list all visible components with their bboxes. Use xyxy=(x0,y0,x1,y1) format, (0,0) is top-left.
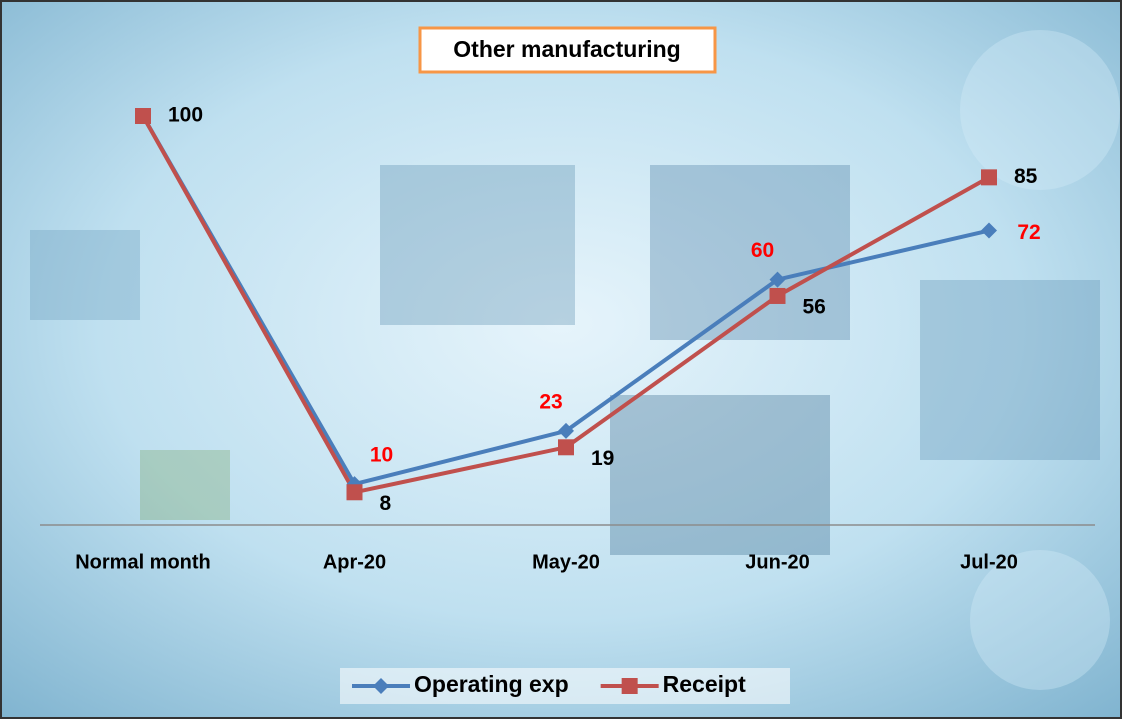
x-tick-label: Jul-20 xyxy=(960,551,1018,573)
legend-marker xyxy=(622,678,638,694)
legend-label: Operating exp xyxy=(414,671,569,697)
data-point xyxy=(558,439,574,455)
legend-label: Receipt xyxy=(663,671,746,697)
x-tick-label: Normal month xyxy=(75,551,211,573)
x-tick-label: Apr-20 xyxy=(323,551,386,573)
data-label: 72 xyxy=(1017,221,1040,244)
page: Other manufacturing Normal month Apr-20 Ma… xyxy=(0,0,1122,724)
data-point xyxy=(981,169,997,185)
data-label: 19 xyxy=(591,447,614,470)
data-label: 23 xyxy=(539,390,562,413)
data-label: 85 xyxy=(1014,165,1038,188)
data-point xyxy=(347,484,363,500)
x-tick-label: May-20 xyxy=(532,551,600,573)
x-tick-label: Jun-20 xyxy=(745,551,809,573)
data-label: 56 xyxy=(803,296,826,319)
chart-title: Other manufacturing xyxy=(453,36,680,62)
data-label: 8 xyxy=(380,492,392,515)
data-point xyxy=(770,288,786,304)
data-label: 100 xyxy=(168,104,203,127)
data-label: 60 xyxy=(751,239,774,262)
data-point xyxy=(135,108,151,124)
data-label: 10 xyxy=(370,444,393,467)
chart: Other manufacturing Normal month Apr-20 Ma… xyxy=(0,0,1122,719)
